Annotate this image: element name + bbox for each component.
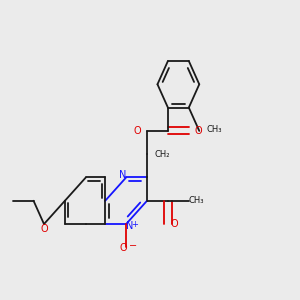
Text: −: −: [129, 242, 137, 251]
Text: +: +: [132, 220, 139, 229]
Text: O: O: [119, 243, 127, 253]
Text: O: O: [40, 224, 48, 234]
Text: O: O: [170, 219, 178, 229]
Text: CH₃: CH₃: [207, 125, 222, 134]
Text: O: O: [134, 126, 141, 136]
Text: O: O: [195, 126, 203, 136]
Text: CH₃: CH₃: [188, 196, 204, 205]
Text: N: N: [126, 221, 134, 231]
Text: CH₂: CH₂: [154, 150, 170, 159]
Text: N: N: [119, 170, 126, 180]
